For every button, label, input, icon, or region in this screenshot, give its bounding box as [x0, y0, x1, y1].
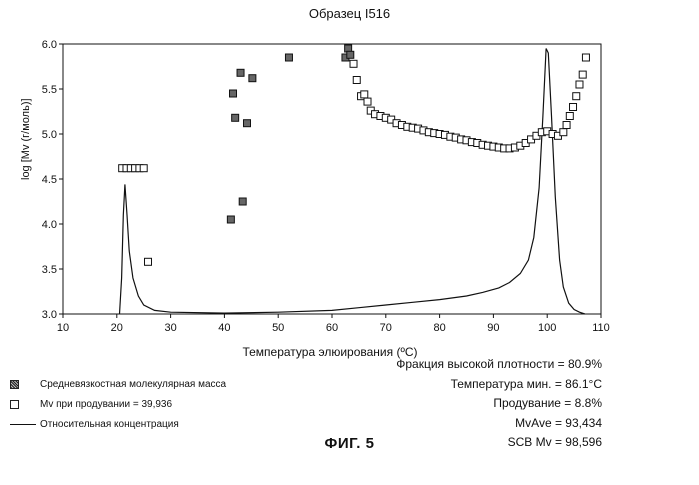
mv-average-point [239, 198, 246, 205]
mv-average-point [227, 216, 234, 223]
filled-square-marker-icon [10, 380, 40, 389]
x-tick-label: 90 [487, 322, 499, 334]
y-tick-label: 3.0 [42, 309, 57, 321]
legend-label: Относительная концентрация [40, 419, 179, 430]
y-tick-label: 4.0 [42, 219, 57, 231]
stat-high-density-fraction: Фракция высокой плотности = 80.9% [396, 355, 602, 375]
mv-purge-point [573, 93, 580, 100]
mv-average-point [232, 114, 239, 121]
concentration-series-line [120, 49, 585, 315]
line-marker-icon [10, 424, 40, 425]
x-tick-label: 80 [433, 322, 445, 334]
stat-mv-ave: MvAve = 93,434 [396, 414, 602, 434]
y-tick-label: 5.5 [42, 84, 57, 96]
y-tick-label: 5.0 [42, 129, 57, 141]
legend-item-mv-average: Средневязкостная молекулярная масса [10, 374, 226, 394]
mv-average-point [243, 120, 250, 127]
mv-purge-point [140, 165, 147, 172]
legend-label: Mv при продувании = 39,936 [40, 399, 172, 410]
mv-average-point [230, 90, 237, 97]
mv-purge-point [353, 77, 360, 84]
x-tick-label: 40 [218, 322, 230, 334]
mv-purge-point [566, 113, 573, 120]
figure-caption: ФИГ. 5 [0, 435, 699, 452]
chart-title: Образец I516 [0, 6, 699, 21]
mv-purge-point [570, 104, 577, 111]
mv-purge-point [576, 81, 583, 88]
y-tick-label: 4.5 [42, 174, 57, 186]
x-tick-label: 60 [326, 322, 338, 334]
x-tick-label: 70 [380, 322, 392, 334]
mv-purge-point [350, 60, 357, 67]
mv-purge-point [582, 54, 589, 61]
legend-item-concentration: Относительная концентрация [10, 414, 226, 434]
mv-average-point [237, 69, 244, 76]
marker-series-layer [119, 45, 590, 265]
mv-purge-point [145, 258, 152, 265]
legend-label: Средневязкостная молекулярная масса [40, 379, 226, 390]
x-tick-label: 20 [111, 322, 123, 334]
line-series-layer [120, 49, 585, 315]
mv-purge-point [560, 129, 567, 136]
mv-average-point [285, 54, 292, 61]
y-tick-label: 6.0 [42, 39, 57, 51]
legend-item-mv-purge: Mv при продувании = 39,936 [10, 394, 226, 414]
mv-purge-point [579, 71, 586, 78]
mv-purge-point [563, 122, 570, 129]
chart-axes: 10 20 30 40 50 60 70 80 90 100 110 3.0 3.5 4.0 4.5 5.0 5… [42, 39, 610, 334]
mv-purge-point [361, 91, 368, 98]
y-tick-label: 3.5 [42, 264, 57, 276]
x-tick-label: 110 [592, 322, 610, 334]
x-tick-label: 100 [538, 322, 556, 334]
mv-average-point [249, 75, 256, 82]
open-square-marker-icon [10, 400, 40, 409]
x-tick-label: 50 [272, 322, 284, 334]
mv-purge-point [364, 98, 371, 105]
y-axis-label: log [Mv (г/моль)] [20, 98, 32, 180]
mv-average-point [347, 51, 354, 58]
stat-temp-min: Температура мин. = 86.1°C [396, 375, 602, 395]
chart-legend: Средневязкостная молекулярная масса Mv п… [10, 374, 226, 434]
x-tick-label: 30 [164, 322, 176, 334]
stat-purge: Продувание = 8.8% [396, 394, 602, 414]
x-tick-label: 10 [57, 322, 69, 334]
